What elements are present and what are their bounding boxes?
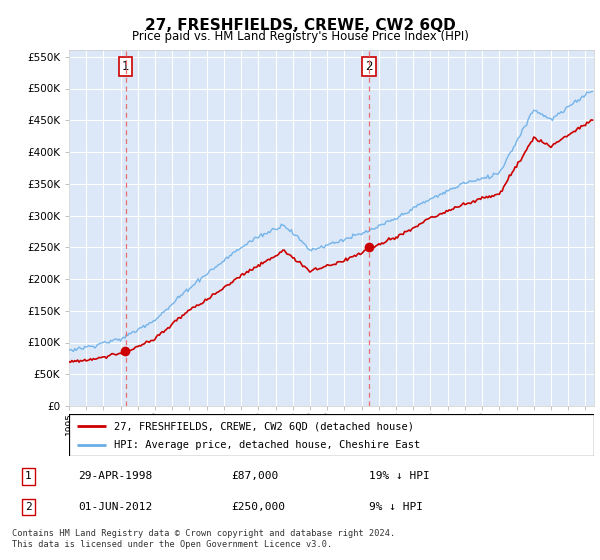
Text: £250,000: £250,000: [231, 502, 285, 512]
Text: 9% ↓ HPI: 9% ↓ HPI: [369, 502, 423, 512]
Text: 29-APR-1998: 29-APR-1998: [78, 472, 152, 482]
Text: 2: 2: [365, 60, 373, 73]
Text: HPI: Average price, detached house, Cheshire East: HPI: Average price, detached house, Ches…: [113, 440, 420, 450]
Text: Contains HM Land Registry data © Crown copyright and database right 2024.
This d: Contains HM Land Registry data © Crown c…: [12, 529, 395, 549]
Text: 1: 1: [122, 60, 130, 73]
Text: 27, FRESHFIELDS, CREWE, CW2 6QD (detached house): 27, FRESHFIELDS, CREWE, CW2 6QD (detache…: [113, 421, 413, 431]
Text: 19% ↓ HPI: 19% ↓ HPI: [369, 472, 430, 482]
Text: 27, FRESHFIELDS, CREWE, CW2 6QD: 27, FRESHFIELDS, CREWE, CW2 6QD: [145, 18, 455, 33]
Text: 2: 2: [25, 502, 32, 512]
Text: 01-JUN-2012: 01-JUN-2012: [78, 502, 152, 512]
Text: Price paid vs. HM Land Registry's House Price Index (HPI): Price paid vs. HM Land Registry's House …: [131, 30, 469, 43]
Bar: [125, 50, 369, 406]
Text: £87,000: £87,000: [231, 472, 278, 482]
Text: 1: 1: [25, 472, 32, 482]
